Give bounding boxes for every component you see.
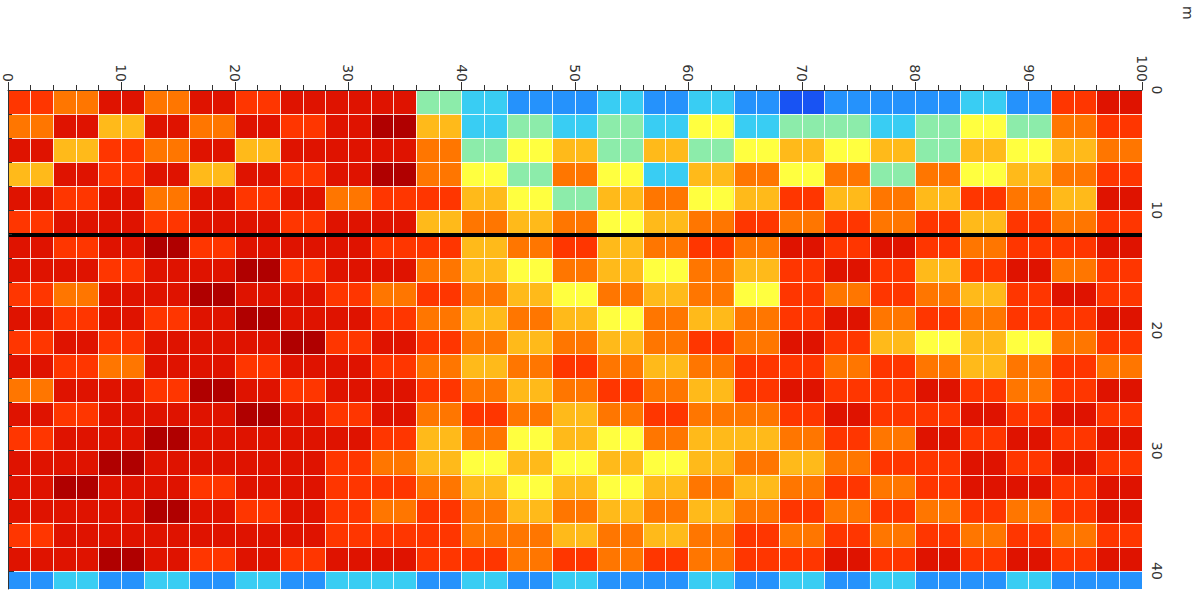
svg-text:90: 90 xyxy=(1021,64,1037,82)
svg-text:10: 10 xyxy=(1149,201,1165,219)
svg-text:0: 0 xyxy=(0,73,16,82)
svg-text:80: 80 xyxy=(907,64,923,82)
svg-text:20: 20 xyxy=(227,64,243,82)
svg-text:m: m xyxy=(1180,6,1196,20)
svg-text:30: 30 xyxy=(1149,442,1165,460)
svg-text:70: 70 xyxy=(794,64,810,82)
svg-text:30: 30 xyxy=(340,64,356,82)
svg-text:40: 40 xyxy=(454,64,470,82)
svg-text:100: 100 xyxy=(1134,55,1150,82)
svg-text:20: 20 xyxy=(1149,322,1165,340)
svg-text:10: 10 xyxy=(113,64,129,82)
svg-text:50: 50 xyxy=(567,64,583,82)
svg-text:0: 0 xyxy=(1149,86,1165,95)
svg-text:40: 40 xyxy=(1149,562,1165,580)
svg-text:60: 60 xyxy=(680,64,696,82)
